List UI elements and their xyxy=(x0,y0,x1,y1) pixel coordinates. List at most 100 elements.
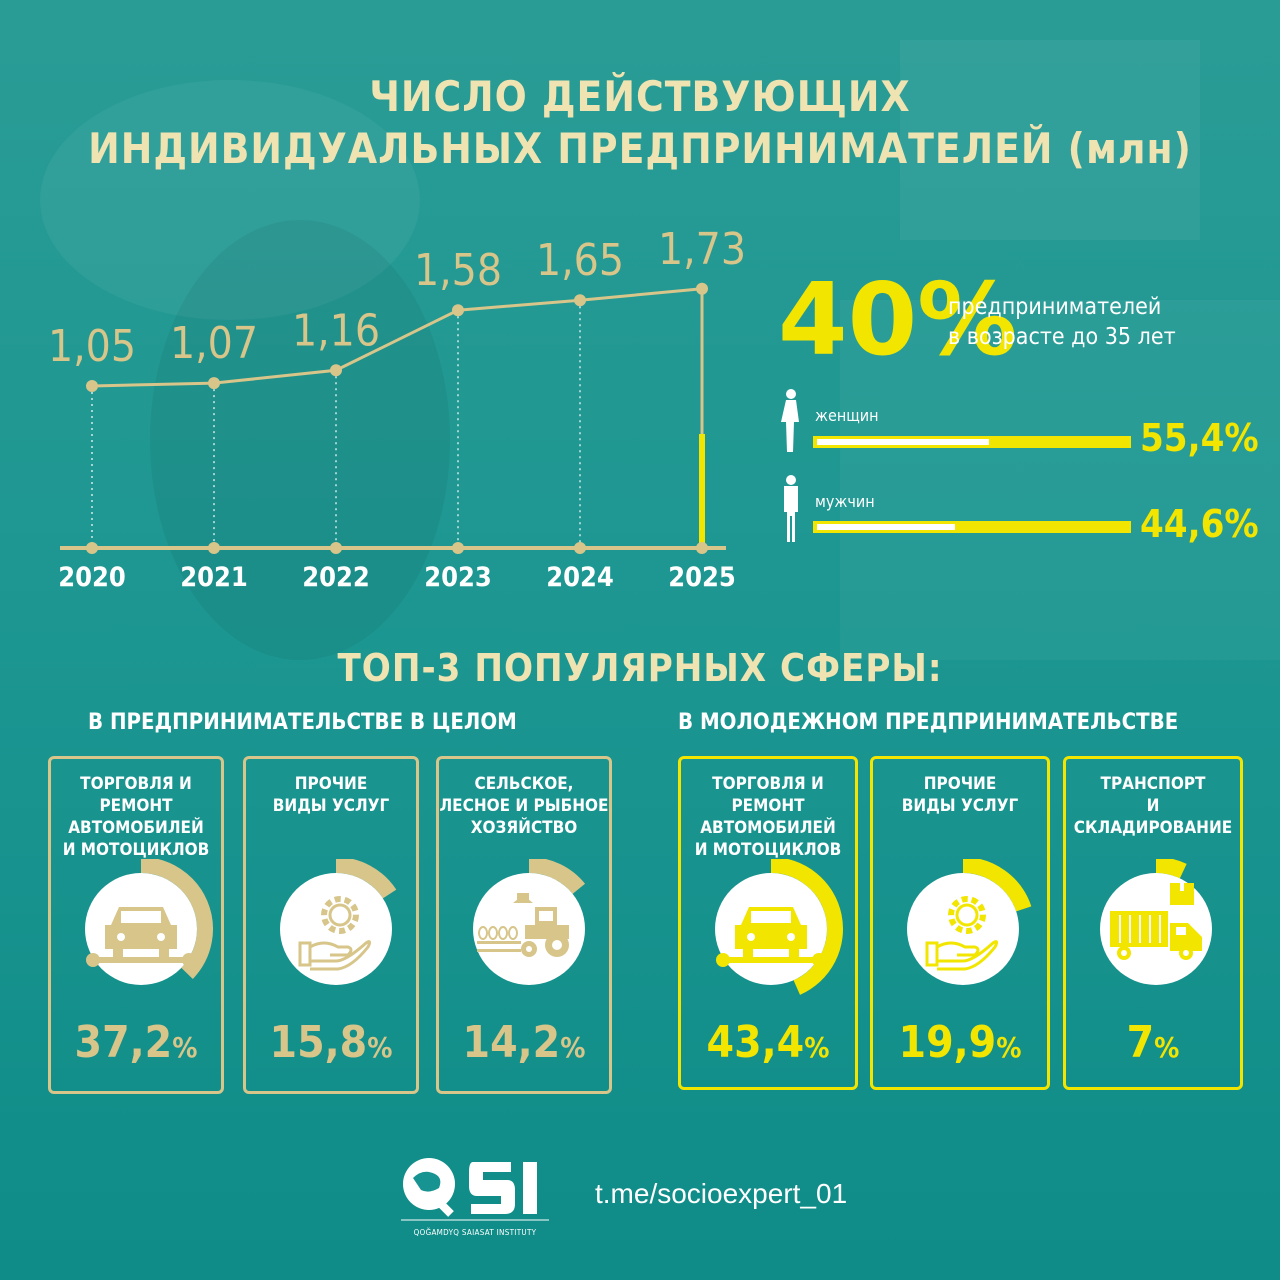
series-line xyxy=(91,287,703,388)
telegram-link[interactable]: t.me/socioexpert_01 xyxy=(595,1178,848,1209)
men-percent: 44,6% xyxy=(1140,502,1259,546)
axis-point xyxy=(452,542,464,554)
x-tick-label: 2021 xyxy=(180,562,248,593)
sector-percent: 7% xyxy=(1066,1017,1240,1068)
icon-circle xyxy=(907,873,1019,985)
logo-subtitle: QOĞAMDYQ SAIASAT INSTITUTY xyxy=(413,1228,537,1237)
share-arc xyxy=(1155,859,1187,879)
youth-heading: В МОЛОДЕЖНОМ ПРЕДПРИНИМАТЕЛЬСТВЕ xyxy=(678,710,1179,735)
sector-name: ТРАНСПОРТ И СКЛАДИРОВАНИЕ xyxy=(1066,773,1240,839)
data-point xyxy=(696,282,708,295)
share-arc xyxy=(140,859,213,979)
truck-icon xyxy=(1110,883,1202,960)
value-label: 1,07 xyxy=(170,318,258,369)
sector-percent-value: 19,9 xyxy=(898,1017,997,1068)
general-heading: В ПРЕДПРИНИМАТЕЛЬСТВЕ В ЦЕЛОМ xyxy=(88,710,517,735)
car-repair-icon xyxy=(716,907,826,967)
women-percent: 55,4% xyxy=(1140,416,1259,460)
sector-percent-unit: % xyxy=(172,1031,198,1064)
sector-percent-value: 15,8 xyxy=(269,1017,368,1068)
sector-name: СЕЛЬСКОЕ, ЛЕСНОЕ И РЫБНОЕ ХОЗЯЙСТВО xyxy=(439,773,609,839)
data-point xyxy=(452,304,464,317)
women-bar xyxy=(813,436,1131,448)
sector-name-line: ПРОЧИЕ xyxy=(294,774,368,794)
sector-name-line: И СКЛАДИРОВАНИЕ xyxy=(1073,796,1233,838)
data-point xyxy=(208,377,220,390)
value-label: 1,05 xyxy=(48,321,136,372)
youth-sector-card: ТОРГОВЛЯ И РЕМОНТ АВТОМОБИЛЕЙ И МОТОЦИКЛОВ… xyxy=(678,756,858,1090)
car-repair-icon xyxy=(86,907,196,967)
axis-point xyxy=(696,542,708,554)
x-tick-label: 2023 xyxy=(424,562,492,593)
woman-icon xyxy=(781,389,799,452)
sector-name-line: ПРОЧИЕ xyxy=(923,774,997,794)
sector-name-line: АВТОМОБИЛЕЙ xyxy=(700,818,836,838)
sector-percent-unit: % xyxy=(996,1031,1022,1064)
axis-point xyxy=(330,542,342,554)
gear-hand-icon xyxy=(925,896,999,971)
sector-name-line: ХОЗЯЙСТВО xyxy=(470,818,578,838)
general-sector-card: СЕЛЬСКОЕ, ЛЕСНОЕ И РЫБНОЕ ХОЗЯЙСТВО 14,2% xyxy=(436,756,612,1094)
sector-percent-value: 7 xyxy=(1126,1017,1155,1068)
gear-hand-icon xyxy=(298,896,372,971)
sector-percent: 14,2% xyxy=(439,1017,609,1068)
x-tick-label: 2024 xyxy=(546,562,614,593)
sector-percent-value: 37,2 xyxy=(74,1017,173,1068)
sector-percent-unit: % xyxy=(804,1031,830,1064)
tractor-icon xyxy=(477,893,569,957)
sector-icon-ring xyxy=(85,859,213,985)
axis-point xyxy=(86,542,98,554)
women-label: женщин xyxy=(815,406,879,425)
youth-percent: 40% xyxy=(778,261,1018,378)
line-chart: 1,05 2020 1,07 2021 1,16 2022 1,58 2023 1,65 2024… xyxy=(48,224,746,593)
sector-percent: 37,2% xyxy=(51,1017,221,1068)
youth-sector-card: ПРОЧИЕ ВИДЫ УСЛУГ 19,9% xyxy=(870,756,1050,1090)
sector-percent: 15,8% xyxy=(246,1017,416,1068)
men-label: мужчин xyxy=(815,492,875,511)
sector-icon-ring xyxy=(907,859,1032,985)
axis-point xyxy=(208,542,220,554)
data-point xyxy=(574,294,586,307)
sector-icon-ring xyxy=(1100,859,1212,985)
sector-percent-value: 14,2 xyxy=(462,1017,561,1068)
data-point xyxy=(330,364,342,377)
sector-name: ТОРГОВЛЯ И РЕМОНТ АВТОМОБИЛЕЙ И МОТОЦИКЛОВ xyxy=(51,773,221,861)
sector-name-line: И МОТОЦИКЛОВ xyxy=(62,840,210,860)
share-arc xyxy=(528,859,586,895)
sector-name: ТОРГОВЛЯ И РЕМОНТ АВТОМОБИЛЕЙ И МОТОЦИКЛОВ xyxy=(681,773,855,861)
qsi-logo xyxy=(401,1158,549,1221)
youth-text-line-1: предпринимателей xyxy=(948,294,1162,320)
men-bar-fill xyxy=(817,524,955,530)
sector-percent-unit: % xyxy=(560,1031,586,1064)
data-point xyxy=(86,380,98,392)
share-arc xyxy=(962,859,1032,912)
sector-name-line: ВИДЫ УСЛУГ xyxy=(901,796,1019,816)
sector-name-line: И МОТОЦИКЛОВ xyxy=(694,840,842,860)
sector-percent: 19,9% xyxy=(873,1017,1047,1068)
value-label: 1,16 xyxy=(292,305,380,356)
sector-icon-ring xyxy=(280,859,397,985)
sector-icon-ring xyxy=(473,859,586,985)
men-bar xyxy=(813,521,1131,533)
axis-point xyxy=(574,542,586,554)
general-sector-card: ТОРГОВЛЯ И РЕМОНТ АВТОМОБИЛЕЙ И МОТОЦИКЛОВ… xyxy=(48,756,224,1094)
youth-text-line-2: в возрасте до 35 лет xyxy=(948,324,1176,350)
top3-heading: ТОП-3 ПОПУЛЯРНЫХ СФЕРЫ: xyxy=(337,646,943,690)
sector-name-line: ТОРГОВЛЯ И РЕМОНТ xyxy=(80,774,192,816)
sector-name-line: ТОРГОВЛЯ И РЕМОНТ xyxy=(712,774,824,816)
title-line-2: ИНДИВИДУАЛЬНЫХ ПРЕДПРИНИМАТЕЛЕЙ (млн) xyxy=(88,124,1192,173)
x-tick-label: 2025 xyxy=(668,562,736,593)
general-sector-card: ПРОЧИЕ ВИДЫ УСЛУГ 15,8% xyxy=(243,756,419,1094)
x-tick-label: 2020 xyxy=(58,562,126,593)
women-bar-fill xyxy=(817,439,989,445)
title-line-1: ЧИСЛО ДЕЙСТВУЮЩИХ xyxy=(369,72,911,121)
sector-percent: 43,4% xyxy=(681,1017,855,1068)
sector-name-line: СЕЛЬСКОЕ, xyxy=(474,774,574,794)
sector-name: ПРОЧИЕ ВИДЫ УСЛУГ xyxy=(873,773,1047,817)
sector-name-line: АВТОМОБИЛЕЙ xyxy=(68,818,204,838)
man-icon xyxy=(784,475,798,542)
youth-description: предпринимателей в возрасте до 35 лет xyxy=(948,292,1176,352)
sector-percent-value: 43,4 xyxy=(706,1017,805,1068)
sector-name-line: ЛЕСНОЕ И РЫБНОЕ xyxy=(439,796,609,816)
